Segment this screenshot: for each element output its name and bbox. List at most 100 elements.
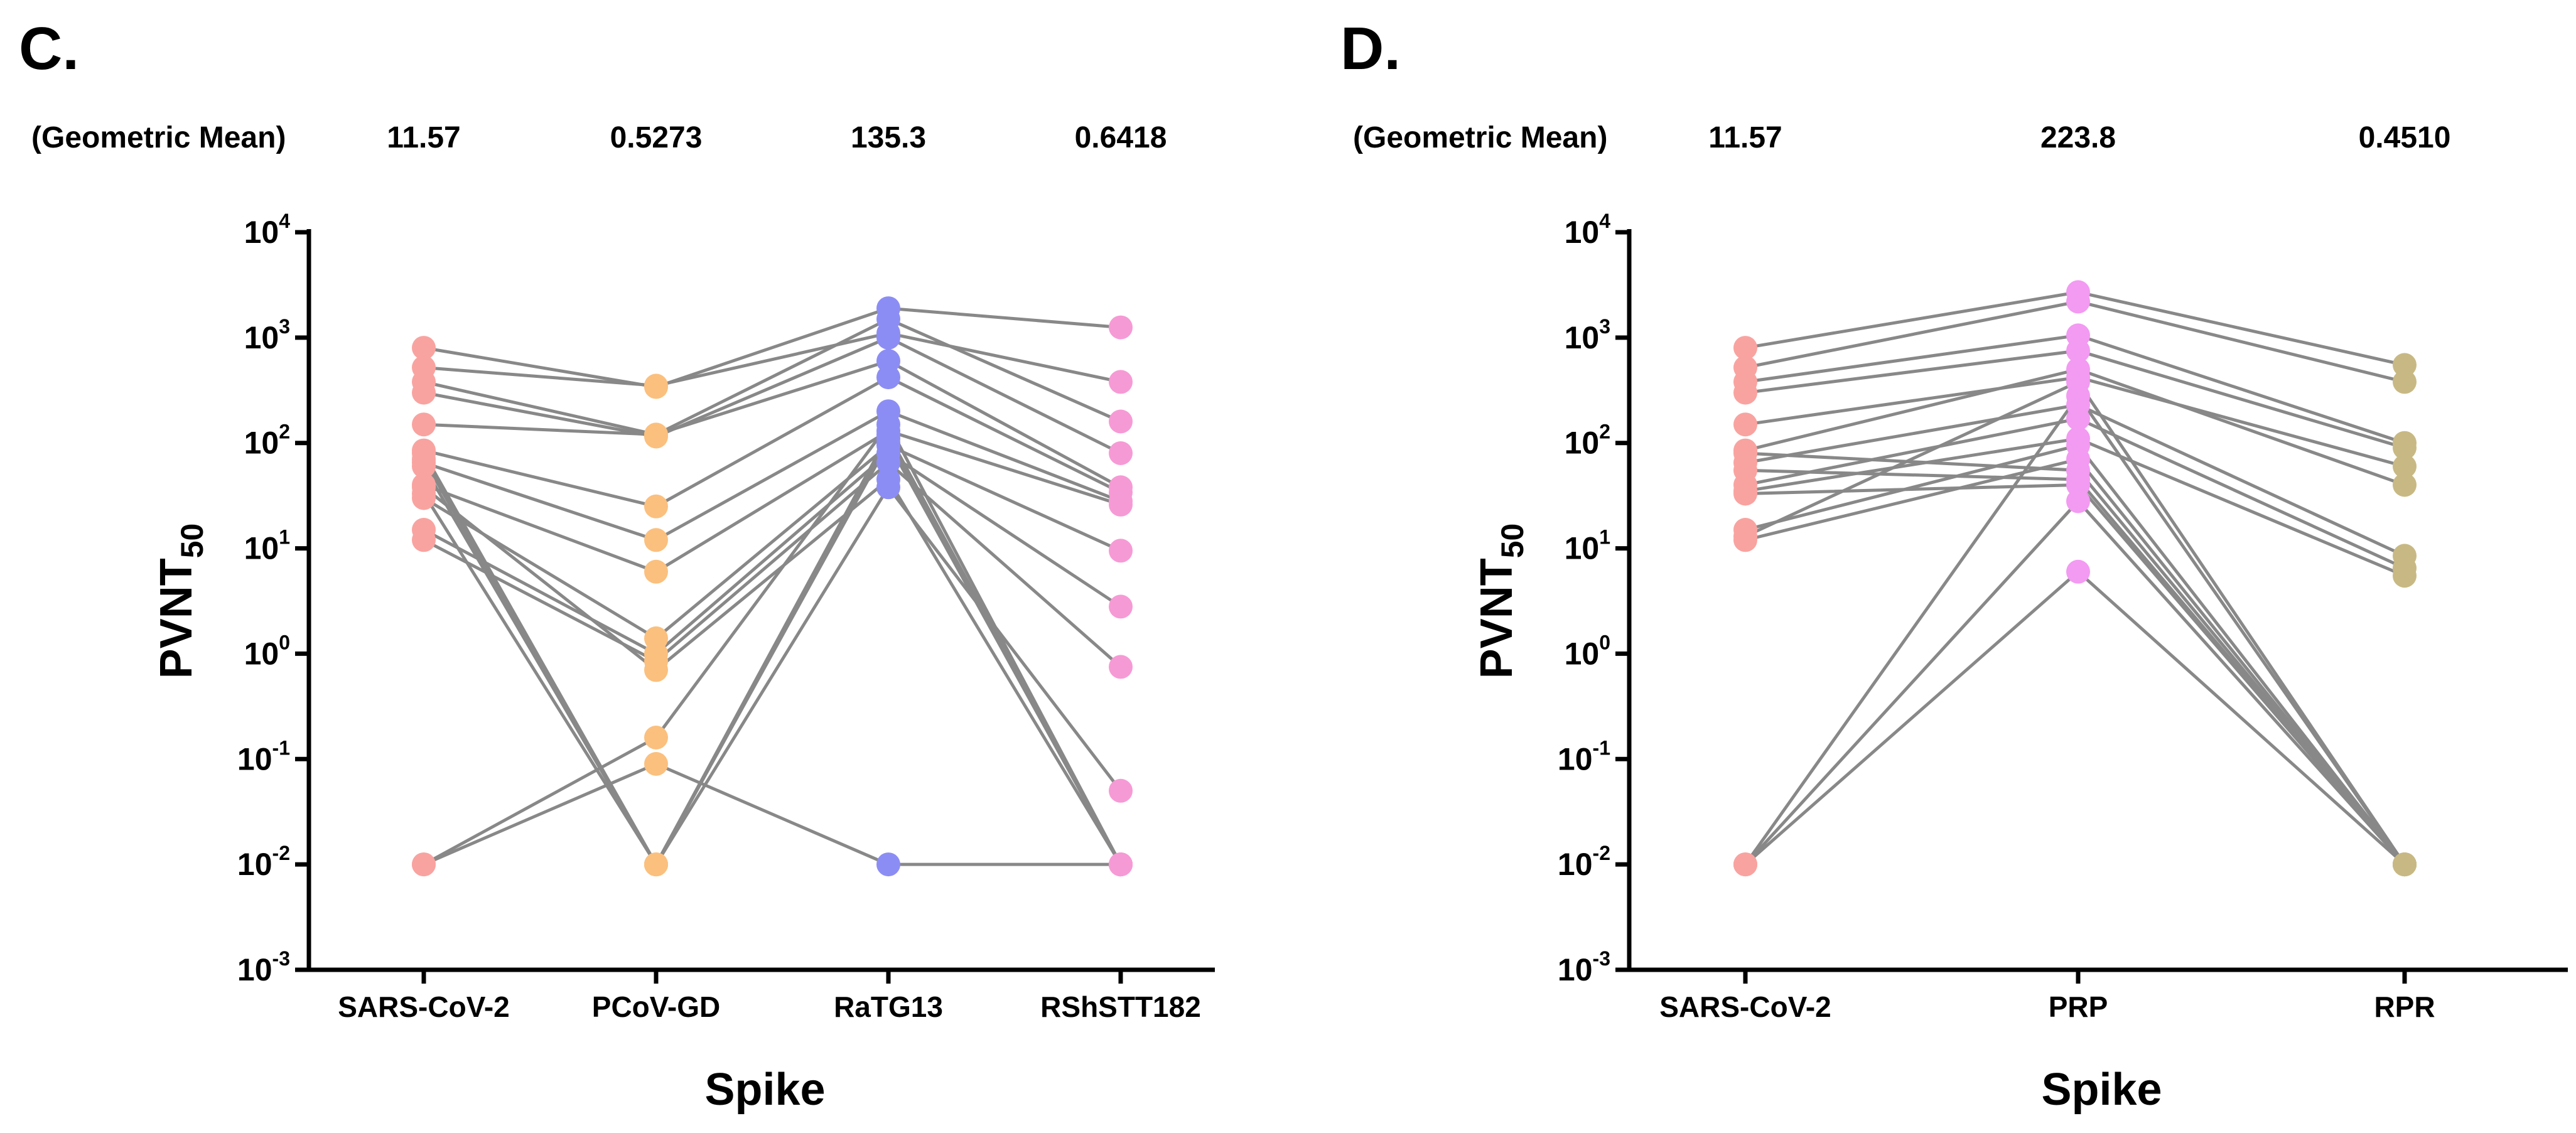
y-tick-exponent: 0: [279, 631, 290, 653]
y-tick-label: 10-2: [1558, 842, 1610, 882]
y-tick-exponent: -2: [1593, 842, 1610, 864]
data-point-rshstt182: [1109, 441, 1133, 465]
data-point-rshstt182: [1109, 539, 1133, 563]
data-point-ratg13: [876, 475, 900, 500]
data-point-rpr: [2393, 370, 2417, 394]
subject-connector-line: [1745, 457, 2406, 866]
y-tick-exponent: -3: [1593, 947, 1610, 970]
data-point-prp: [2066, 407, 2090, 431]
subject-connector-line: [423, 451, 1122, 656]
data-point-pcov-gd: [644, 494, 668, 518]
subject-connector-line: [423, 359, 1122, 489]
data-point-prp: [2066, 489, 2090, 513]
y-tick-exponent: 4: [279, 210, 290, 232]
data-point-sars-cov-2: [1733, 380, 1757, 405]
panel-c: C. (Geometric Mean) 11.57 0.5273 135.3 0.6418…: [19, 15, 1215, 1115]
x-axis-title: Spike: [704, 1065, 825, 1115]
data-point-sars-cov-2: [1733, 852, 1757, 877]
subject-connector-line: [423, 762, 1121, 866]
data-point-rshstt182: [1109, 778, 1133, 803]
geometric-mean-value: 0.6418: [1075, 121, 1167, 154]
y-axis-title: PVNT50: [151, 524, 210, 679]
subject-connector-line: [1745, 483, 2406, 866]
data-point-prp: [2066, 559, 2090, 584]
y-tick-base: 10: [1558, 847, 1593, 882]
data-point-pcov-gd: [644, 752, 668, 776]
geometric-mean-value: 11.57: [387, 121, 460, 154]
data-point-ratg13: [876, 451, 900, 475]
y-tick-base: 10: [237, 952, 272, 987]
subject-connector-line: [423, 336, 1122, 455]
y-tick-exponent: 3: [279, 315, 290, 338]
y-tick-label: 10-3: [237, 947, 290, 987]
y-tick-label: 10-1: [237, 736, 290, 776]
y-axis-title: PVNT50: [1472, 524, 1530, 679]
y-tick-exponent: 4: [1599, 210, 1610, 232]
subject-connector-line: [1744, 498, 2406, 866]
data-point-rpr: [2393, 473, 2417, 497]
subject-connector-line: [423, 409, 1121, 542]
y-tick-label: 101: [1565, 526, 1610, 566]
data-point-pcov-gd: [644, 559, 668, 584]
data-point-sars-cov-2: [412, 481, 436, 506]
subject-connector-line: [422, 484, 1122, 867]
x-tick-label: PRP: [2049, 991, 2108, 1023]
data-point-sars-cov-2: [412, 852, 436, 877]
geometric-mean-label: (Geometric Mean): [1353, 121, 1607, 154]
x-tick-label: RShSTT182: [1040, 991, 1201, 1023]
geometric-mean-value: 223.8: [2040, 121, 2116, 154]
y-tick-base: 10: [244, 215, 279, 250]
data-point-ratg13: [876, 307, 900, 331]
y-tick-base: 10: [1558, 741, 1593, 776]
data-point-prp: [2066, 473, 2090, 497]
data-point-rpr: [2393, 436, 2417, 460]
y-tick-base: 10: [1558, 952, 1593, 987]
y-tick-label: 100: [1565, 631, 1610, 671]
y-tick-base: 10: [1565, 636, 1600, 671]
y-tick-base: 10: [1565, 426, 1600, 461]
x-tick-label: PCoV-GD: [592, 991, 720, 1023]
subject-connector-line: [423, 375, 1122, 508]
geometric-mean-value: 0.5273: [610, 121, 703, 154]
y-tick-label: 10-1: [1558, 736, 1610, 776]
y-tick-exponent: -2: [272, 842, 290, 864]
geometric-mean-value: 11.57: [1708, 121, 1782, 154]
y-tick-base: 10: [1565, 531, 1600, 566]
y-tick-exponent: -1: [272, 736, 290, 759]
data-point-rshstt182: [1109, 655, 1133, 679]
data-point-ratg13: [876, 431, 900, 455]
data-point-sars-cov-2: [1733, 524, 1757, 549]
y-tick-exponent: 2: [1599, 421, 1610, 443]
panel-letter: D.: [1340, 15, 1401, 82]
data-point-pcov-gd: [644, 852, 668, 877]
x-tick-label: SARS-CoV-2: [1659, 991, 1831, 1023]
y-tick-label: 10-2: [237, 842, 290, 882]
subject-connector-line: [1745, 468, 2406, 866]
data-point-rshstt182: [1109, 852, 1133, 877]
data-point-pcov-gd: [644, 658, 668, 682]
y-axis-title-subscript: 50: [175, 524, 210, 559]
y-tick-label: 101: [244, 526, 290, 566]
y-axis-title-main: PVNT: [151, 558, 202, 679]
panel-letter: C.: [19, 15, 79, 82]
geometric-mean-value: 135.3: [851, 121, 926, 154]
data-point-sars-cov-2: [412, 454, 436, 478]
geometric-mean-label: (Geometric Mean): [31, 121, 286, 154]
y-tick-label: 100: [244, 631, 290, 671]
data-point-ratg13: [876, 852, 900, 877]
data-point-pcov-gd: [644, 528, 668, 552]
data-point-sars-cov-2: [412, 528, 436, 552]
data-point-pcov-gd: [644, 422, 668, 447]
data-point-prp: [2066, 289, 2090, 314]
subject-connector-line: [422, 439, 1123, 868]
y-tick-base: 10: [244, 531, 279, 566]
subject-connector-line: [423, 331, 1121, 387]
x-tick-label: RaTG13: [834, 991, 943, 1023]
data-point-sars-cov-2: [1733, 458, 1757, 483]
y-tick-base: 10: [1565, 320, 1600, 355]
subject-connector-line: [423, 317, 1122, 437]
data-point-prp: [2066, 338, 2090, 363]
data-point-sars-cov-2: [1733, 336, 1757, 360]
y-tick-exponent: 3: [1599, 315, 1610, 338]
